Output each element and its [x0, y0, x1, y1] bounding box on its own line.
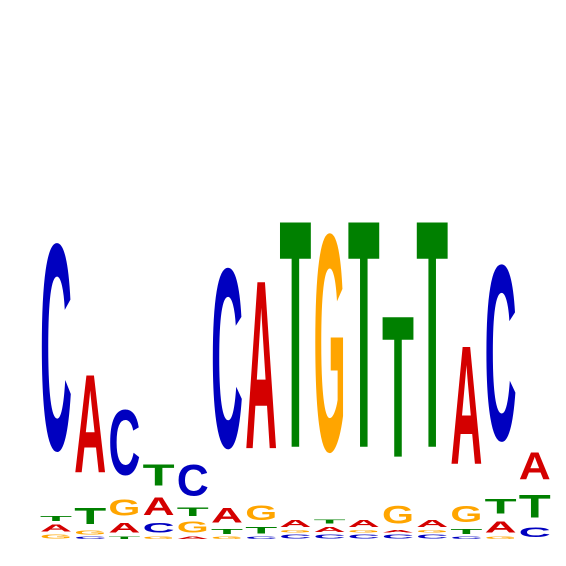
logo-letter-c-pos-11: C: [382, 533, 414, 540]
logo-letter-c-pos-7: C: [245, 536, 277, 540]
logo-letter-c-pos-2: C: [74, 536, 106, 540]
logo-letter-c-pos-4: C: [143, 520, 175, 535]
logo-letter-t-pos-10: T: [348, 153, 380, 516]
logo-letter-c-pos-10: C: [348, 533, 380, 540]
logo-letter-a-pos-15: A: [519, 444, 551, 488]
logo-letter-a-pos-8: A: [279, 518, 311, 529]
logo-letter-a-pos-1: A: [40, 523, 72, 534]
logo-letter-a-pos-6: A: [211, 504, 243, 527]
logo-letter-a-pos-2: A: [74, 347, 106, 503]
logo-letter-a-pos-13: A: [450, 312, 482, 501]
logo-letter-g-pos-2: G: [74, 529, 106, 536]
logo-letter-c-pos-1: C: [40, 182, 72, 512]
logo-letter-c-pos-12: C: [416, 533, 448, 540]
logo-letter-c-pos-14: C: [485, 214, 517, 494]
logo-letter-g-pos-3: G: [108, 495, 140, 521]
logo-letter-g-pos-13: G: [450, 502, 482, 528]
logo-letter-t-pos-4: T: [143, 458, 175, 492]
logo-letter-t-pos-5: T: [177, 506, 209, 519]
logo-letter-g-pos-12: G: [416, 529, 448, 533]
logo-letter-a-pos-4: A: [143, 492, 175, 521]
logo-letter-t-pos-1: T: [40, 514, 72, 523]
logo-letter-a-pos-3: A: [108, 520, 140, 535]
logo-letter-g-pos-10: G: [348, 529, 380, 533]
logo-letter-t-pos-15: T: [519, 488, 551, 525]
logo-letter-g-pos-14: G: [485, 536, 517, 540]
logo-letter-a-pos-10: A: [348, 518, 380, 529]
logo-letter-t-pos-2: T: [74, 503, 106, 529]
logo-letter-c-pos-6: C: [211, 216, 243, 503]
logo-letter-g-pos-9: G: [314, 170, 346, 516]
logo-letter-c-pos-15: C: [519, 525, 551, 540]
logo-letter-a-pos-5: A: [177, 536, 209, 540]
logo-letter-t-pos-3: T: [108, 536, 140, 540]
logo-letter-c-pos-13: C: [450, 536, 482, 540]
logo-letter-t-pos-6: T: [211, 527, 243, 536]
logo-letter-g-pos-6: G: [211, 536, 243, 540]
logo-letter-a-pos-11: A: [382, 529, 414, 533]
logo-letter-t-pos-8: T: [279, 153, 311, 516]
logo-letter-a-pos-14: A: [485, 519, 517, 536]
logo-letter-t-pos-7: T: [245, 525, 277, 536]
logo-letter-g-pos-4: G: [143, 536, 175, 540]
logo-letter-t-pos-14: T: [485, 495, 517, 518]
logo-letter-g-pos-8: G: [279, 529, 311, 533]
logo-letter-a-pos-12: A: [416, 518, 448, 529]
logo-letter-c-pos-9: C: [314, 533, 346, 540]
logo-letter-g-pos-1: G: [40, 534, 72, 541]
logo-letter-c-pos-8: C: [279, 533, 311, 540]
logo-letter-g-pos-11: G: [382, 502, 414, 530]
logo-letter-t-pos-9: T: [314, 518, 346, 525]
logo-letter-g-pos-5: G: [177, 518, 209, 535]
logo-letter-c-pos-3: C: [108, 391, 140, 494]
logo-letter-t-pos-13: T: [450, 527, 482, 536]
logo-letter-g-pos-7: G: [245, 501, 277, 525]
logo-glyph-layer: GATCCGTATAGCGCATAGTCGTACCTGACGATCATGCGAT…: [40, 153, 551, 540]
logo-letter-a-pos-9: A: [314, 525, 346, 534]
logo-letter-t-pos-12: T: [416, 153, 448, 516]
logo-letter-t-pos-11: T: [382, 274, 414, 500]
logo-letter-a-pos-7: A: [245, 230, 277, 500]
logo-letter-c-pos-5: C: [177, 457, 209, 506]
